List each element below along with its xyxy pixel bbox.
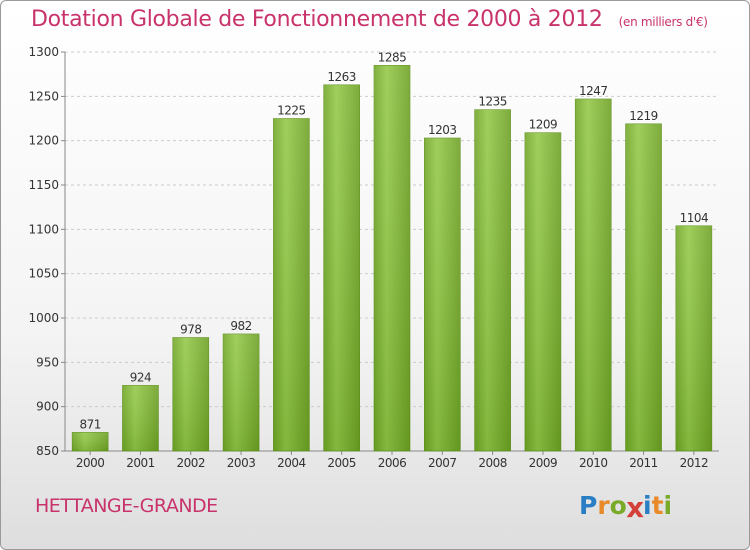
- chart-title: Dotation Globale de Fonctionnement de 20…: [31, 7, 708, 32]
- bar-shade: [172, 337, 209, 451]
- bar-value-label: 1104: [680, 211, 709, 225]
- y-tick-label: 1300: [28, 45, 59, 59]
- bar-value-label: 982: [230, 319, 251, 333]
- x-tick-label: 2012: [680, 456, 709, 470]
- y-tick-label: 1250: [28, 89, 59, 103]
- bar-value-label: 1203: [428, 123, 457, 137]
- x-tick-label: 2010: [579, 456, 608, 470]
- logo-letter: i: [663, 491, 673, 520]
- logo-letter: i: [643, 491, 652, 520]
- bar-shade: [625, 123, 662, 451]
- bar-shade: [273, 118, 310, 451]
- x-tick-label: 2007: [428, 456, 457, 470]
- bar-shade: [223, 333, 260, 451]
- bar-value-label: 1263: [327, 70, 356, 84]
- y-tick-label: 1100: [28, 222, 59, 236]
- x-tick-label: 2008: [478, 456, 507, 470]
- bar-value-label: 1225: [277, 104, 306, 118]
- y-tick-label: 1150: [28, 178, 59, 192]
- y-tick-label: 1200: [28, 134, 59, 148]
- bar-shade: [424, 138, 461, 452]
- x-tick-label: 2009: [529, 456, 558, 470]
- bar-shade: [374, 65, 410, 452]
- bar-value-label: 871: [79, 417, 100, 431]
- x-tick-label: 2005: [327, 456, 356, 470]
- bar-shade: [575, 98, 612, 451]
- bar-value-label: 1247: [579, 84, 608, 98]
- logo-letter: P: [579, 491, 598, 520]
- bar-value-label: 1209: [529, 118, 558, 132]
- bar-shade: [323, 84, 360, 451]
- x-tick-label: 2002: [176, 456, 205, 470]
- x-tick-label: 2000: [76, 456, 105, 470]
- bar-shade: [72, 432, 109, 451]
- chart-subtitle: (en milliers d'€): [618, 15, 708, 29]
- chart-title-text: Dotation Globale de Fonctionnement de 20…: [31, 7, 603, 32]
- bar-value-label: 924: [130, 370, 151, 384]
- x-tick-label: 2001: [126, 456, 155, 470]
- logo-letter: x: [626, 491, 644, 524]
- place-name: HETTANGE-GRANDE: [35, 495, 218, 517]
- y-tick-label: 1050: [28, 267, 59, 281]
- x-tick-label: 2006: [378, 456, 407, 470]
- bar-shade: [524, 132, 561, 452]
- bar-shade: [474, 109, 511, 451]
- bar-value-label: 1235: [478, 95, 507, 109]
- logo-letter: r: [597, 491, 610, 520]
- y-tick-label: 900: [36, 400, 59, 414]
- bar-shade: [122, 385, 159, 451]
- x-tick-label: 2003: [227, 456, 256, 470]
- proxiti-logo: Proxiti: [579, 491, 673, 523]
- logo-letter: o: [609, 491, 627, 520]
- x-tick-label: 2004: [277, 456, 306, 470]
- bar-value-label: 978: [180, 323, 201, 337]
- logo-letter: t: [651, 491, 664, 520]
- y-tick-label: 950: [36, 355, 59, 369]
- bar-value-label: 1219: [629, 109, 658, 123]
- bar-value-label: 1285: [378, 50, 407, 64]
- y-tick-label: 850: [36, 444, 59, 458]
- x-tick-label: 2011: [629, 456, 658, 470]
- bar-shade: [675, 225, 712, 451]
- y-tick-label: 1000: [28, 311, 59, 325]
